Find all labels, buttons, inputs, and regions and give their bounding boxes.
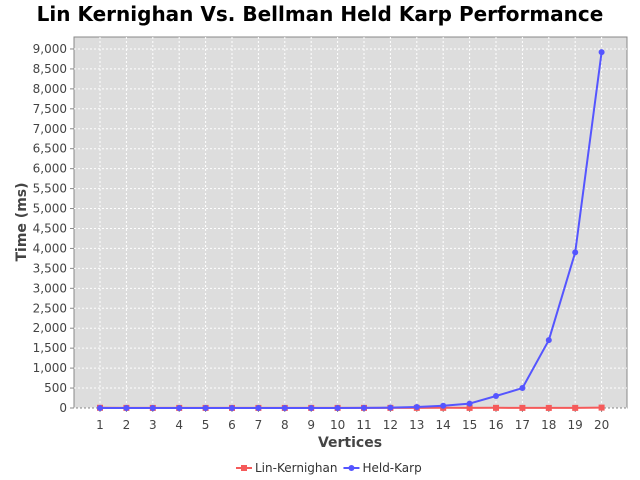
y-tick-label: 2,500: [33, 301, 67, 315]
x-tick-label: 4: [175, 418, 183, 432]
x-tick-label: 7: [255, 418, 263, 432]
x-axis: 1 2 3 4 5 6 7 8 9 10 11 12 13 14 15 16 17 18 19 20: [96, 408, 609, 432]
y-tick-label: 1,500: [33, 341, 67, 355]
x-tick-label: 6: [228, 418, 236, 432]
data-point-held-karp: [334, 404, 341, 411]
y-tick-label: 7,500: [33, 102, 67, 116]
data-point-lin-kernighan: [598, 404, 605, 411]
x-axis-label: Vertices: [318, 435, 382, 451]
grid: [74, 37, 627, 409]
y-axis-label: Time (ms): [14, 182, 30, 261]
data-point-lin-kernighan: [572, 404, 579, 411]
y-tick-label: 0: [59, 401, 67, 415]
data-point-held-karp: [281, 405, 288, 411]
x-tick-label: 19: [568, 418, 583, 432]
data-point-held-karp: [519, 385, 526, 392]
x-tick-label: 18: [541, 418, 556, 432]
chart-title: Lin Kernighan Vs. Bellman Held Karp Perf…: [37, 2, 604, 26]
x-tick-label: 9: [307, 418, 315, 432]
data-point-held-karp: [466, 400, 473, 407]
data-point-lin-kernighan: [493, 404, 499, 411]
x-tick-label: 14: [436, 418, 451, 432]
series-line-held-karp: [100, 52, 603, 409]
data-point-held-karp: [545, 337, 552, 344]
legend-marker-held-karp: [348, 465, 355, 471]
x-tick-label: 20: [594, 418, 609, 432]
y-tick-label: 4,000: [33, 241, 67, 255]
data-point-held-karp: [202, 405, 209, 411]
y-tick-label: 5,000: [33, 202, 67, 216]
series-group: [97, 49, 605, 411]
x-tick-label: 5: [202, 418, 210, 432]
y-tick-label: 5,500: [33, 182, 67, 196]
plot-area: [73, 36, 628, 409]
y-tick-label: 8,000: [33, 82, 67, 96]
y-tick-label: 8,500: [33, 62, 67, 76]
data-point-held-karp: [308, 405, 315, 411]
data-point-lin-kernighan: [466, 404, 473, 411]
data-point-lin-kernighan: [545, 404, 552, 411]
x-tick-label: 11: [356, 418, 371, 432]
data-point-held-karp: [123, 405, 130, 411]
y-tick-label: 500: [44, 381, 67, 395]
data-point-held-karp: [493, 393, 499, 400]
data-point-lin-kernighan: [519, 404, 526, 411]
legend-label-lin-kernighan: Lin-Kernighan: [255, 461, 337, 475]
y-tick-label: 9,000: [33, 42, 67, 56]
data-point-held-karp: [176, 405, 183, 411]
x-tick-label: 17: [515, 418, 530, 432]
y-tick-label: 6,500: [33, 142, 67, 156]
y-tick-label: 4,500: [33, 221, 67, 235]
data-point-held-karp: [229, 405, 235, 411]
y-tick-label: 6,000: [33, 162, 67, 176]
y-tick-label: 3,000: [33, 281, 67, 295]
x-tick-label: 15: [462, 418, 477, 432]
data-point-held-karp: [387, 404, 394, 411]
x-tick-label: 16: [488, 418, 503, 432]
data-point-held-karp: [598, 49, 605, 56]
x-tick-label: 10: [330, 418, 345, 432]
x-tick-label: 8: [281, 418, 289, 432]
x-tick-label: 3: [149, 418, 157, 432]
data-point-held-karp: [413, 404, 420, 411]
data-point-held-karp: [97, 405, 103, 411]
data-point-held-karp: [255, 405, 262, 411]
legend-marker-lin-kernighan: [241, 465, 247, 471]
x-tick-label: 13: [409, 418, 424, 432]
y-tick-label: 2,000: [33, 321, 67, 335]
x-tick-label: 12: [383, 418, 398, 432]
y-tick-label: 7,000: [33, 122, 67, 136]
y-tick-label: 3,500: [33, 261, 67, 275]
x-tick-label: 1: [96, 418, 104, 432]
data-point-held-karp: [572, 249, 579, 256]
legend: Lin-Kernighan Held-Karp: [236, 461, 422, 475]
data-point-held-karp: [440, 402, 447, 409]
data-point-held-karp: [361, 404, 367, 411]
y-tick-label: 1,000: [33, 361, 67, 375]
data-point-held-karp: [149, 405, 156, 411]
legend-label-held-karp: Held-Karp: [362, 461, 421, 475]
y-axis: 0 500 1,000 1,500 2,000 2,500 3,000 3,500 4,000 4…: [33, 42, 74, 415]
x-tick-label: 2: [123, 418, 131, 432]
